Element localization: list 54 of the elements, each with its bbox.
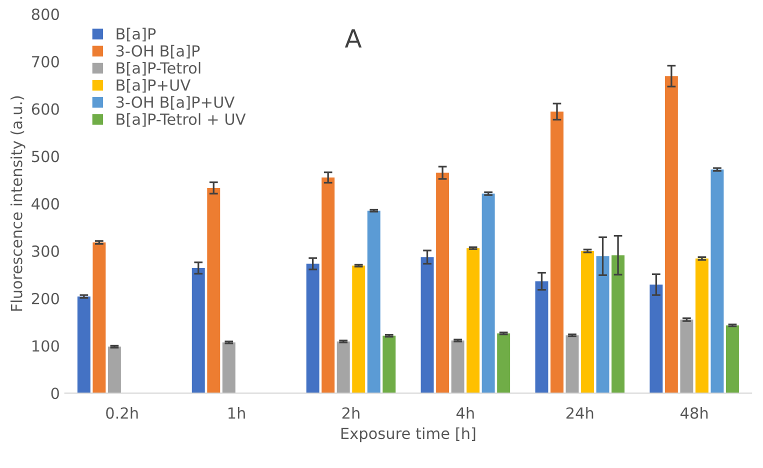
bar bbox=[710, 169, 724, 394]
x-tick-label: 1h bbox=[228, 407, 245, 419]
y-tick-label: 200 bbox=[32, 292, 59, 304]
x-tick-label: 48h bbox=[680, 407, 708, 419]
y-axis-title: Fluorescence intensity (a.u.) bbox=[10, 96, 26, 311]
x-tick-label: 24h bbox=[566, 407, 594, 419]
x-tick-label: 0.2h bbox=[106, 407, 138, 419]
legend-label: B[a]P-Tetrol bbox=[116, 62, 200, 76]
bar bbox=[550, 112, 564, 394]
bar bbox=[207, 188, 220, 394]
y-tick-label: 300 bbox=[32, 245, 59, 257]
bar bbox=[680, 320, 694, 394]
y-tick-label: 100 bbox=[32, 340, 59, 352]
legend-label: B[a]P bbox=[116, 28, 156, 42]
bar bbox=[322, 178, 335, 394]
y-tick-label: 800 bbox=[32, 8, 59, 20]
y-tick-label: 600 bbox=[32, 103, 59, 115]
legend-label: 3-OH B[a]P+UV bbox=[116, 96, 235, 110]
chart-title: A bbox=[344, 29, 362, 48]
bar bbox=[108, 346, 121, 394]
bar bbox=[451, 340, 464, 394]
bar bbox=[482, 194, 495, 394]
y-tick-label: 0 bbox=[51, 388, 59, 400]
bar bbox=[420, 257, 434, 394]
legend-label: B[a]P+UV bbox=[116, 79, 191, 93]
bar bbox=[336, 341, 350, 394]
bar bbox=[650, 284, 663, 394]
bar bbox=[92, 242, 106, 394]
bar bbox=[306, 264, 320, 394]
bar bbox=[222, 342, 236, 394]
bar bbox=[382, 336, 396, 394]
legend-label: B[a]P-Tetrol + UV bbox=[116, 113, 246, 127]
bar bbox=[596, 256, 610, 394]
bar bbox=[566, 335, 579, 394]
bar bbox=[695, 258, 708, 394]
bar bbox=[436, 172, 450, 394]
bar bbox=[581, 250, 594, 394]
x-tick-label: 4h bbox=[456, 407, 474, 419]
bar bbox=[367, 210, 380, 394]
x-axis-title: Exposure time [h] bbox=[341, 427, 476, 442]
y-tick-label: 700 bbox=[32, 56, 59, 68]
bar bbox=[352, 266, 366, 394]
y-tick-label: 500 bbox=[32, 150, 59, 162]
bar bbox=[664, 76, 678, 394]
bar bbox=[77, 296, 90, 394]
bar bbox=[192, 268, 205, 394]
y-tick-label: 400 bbox=[32, 198, 59, 210]
bar bbox=[726, 325, 739, 394]
bar bbox=[535, 281, 548, 394]
x-tick-label: 2h bbox=[342, 407, 360, 419]
bar bbox=[497, 333, 510, 394]
bar bbox=[612, 255, 625, 394]
bar bbox=[466, 248, 480, 394]
legend-label: 3-OH B[a]P bbox=[116, 44, 200, 58]
